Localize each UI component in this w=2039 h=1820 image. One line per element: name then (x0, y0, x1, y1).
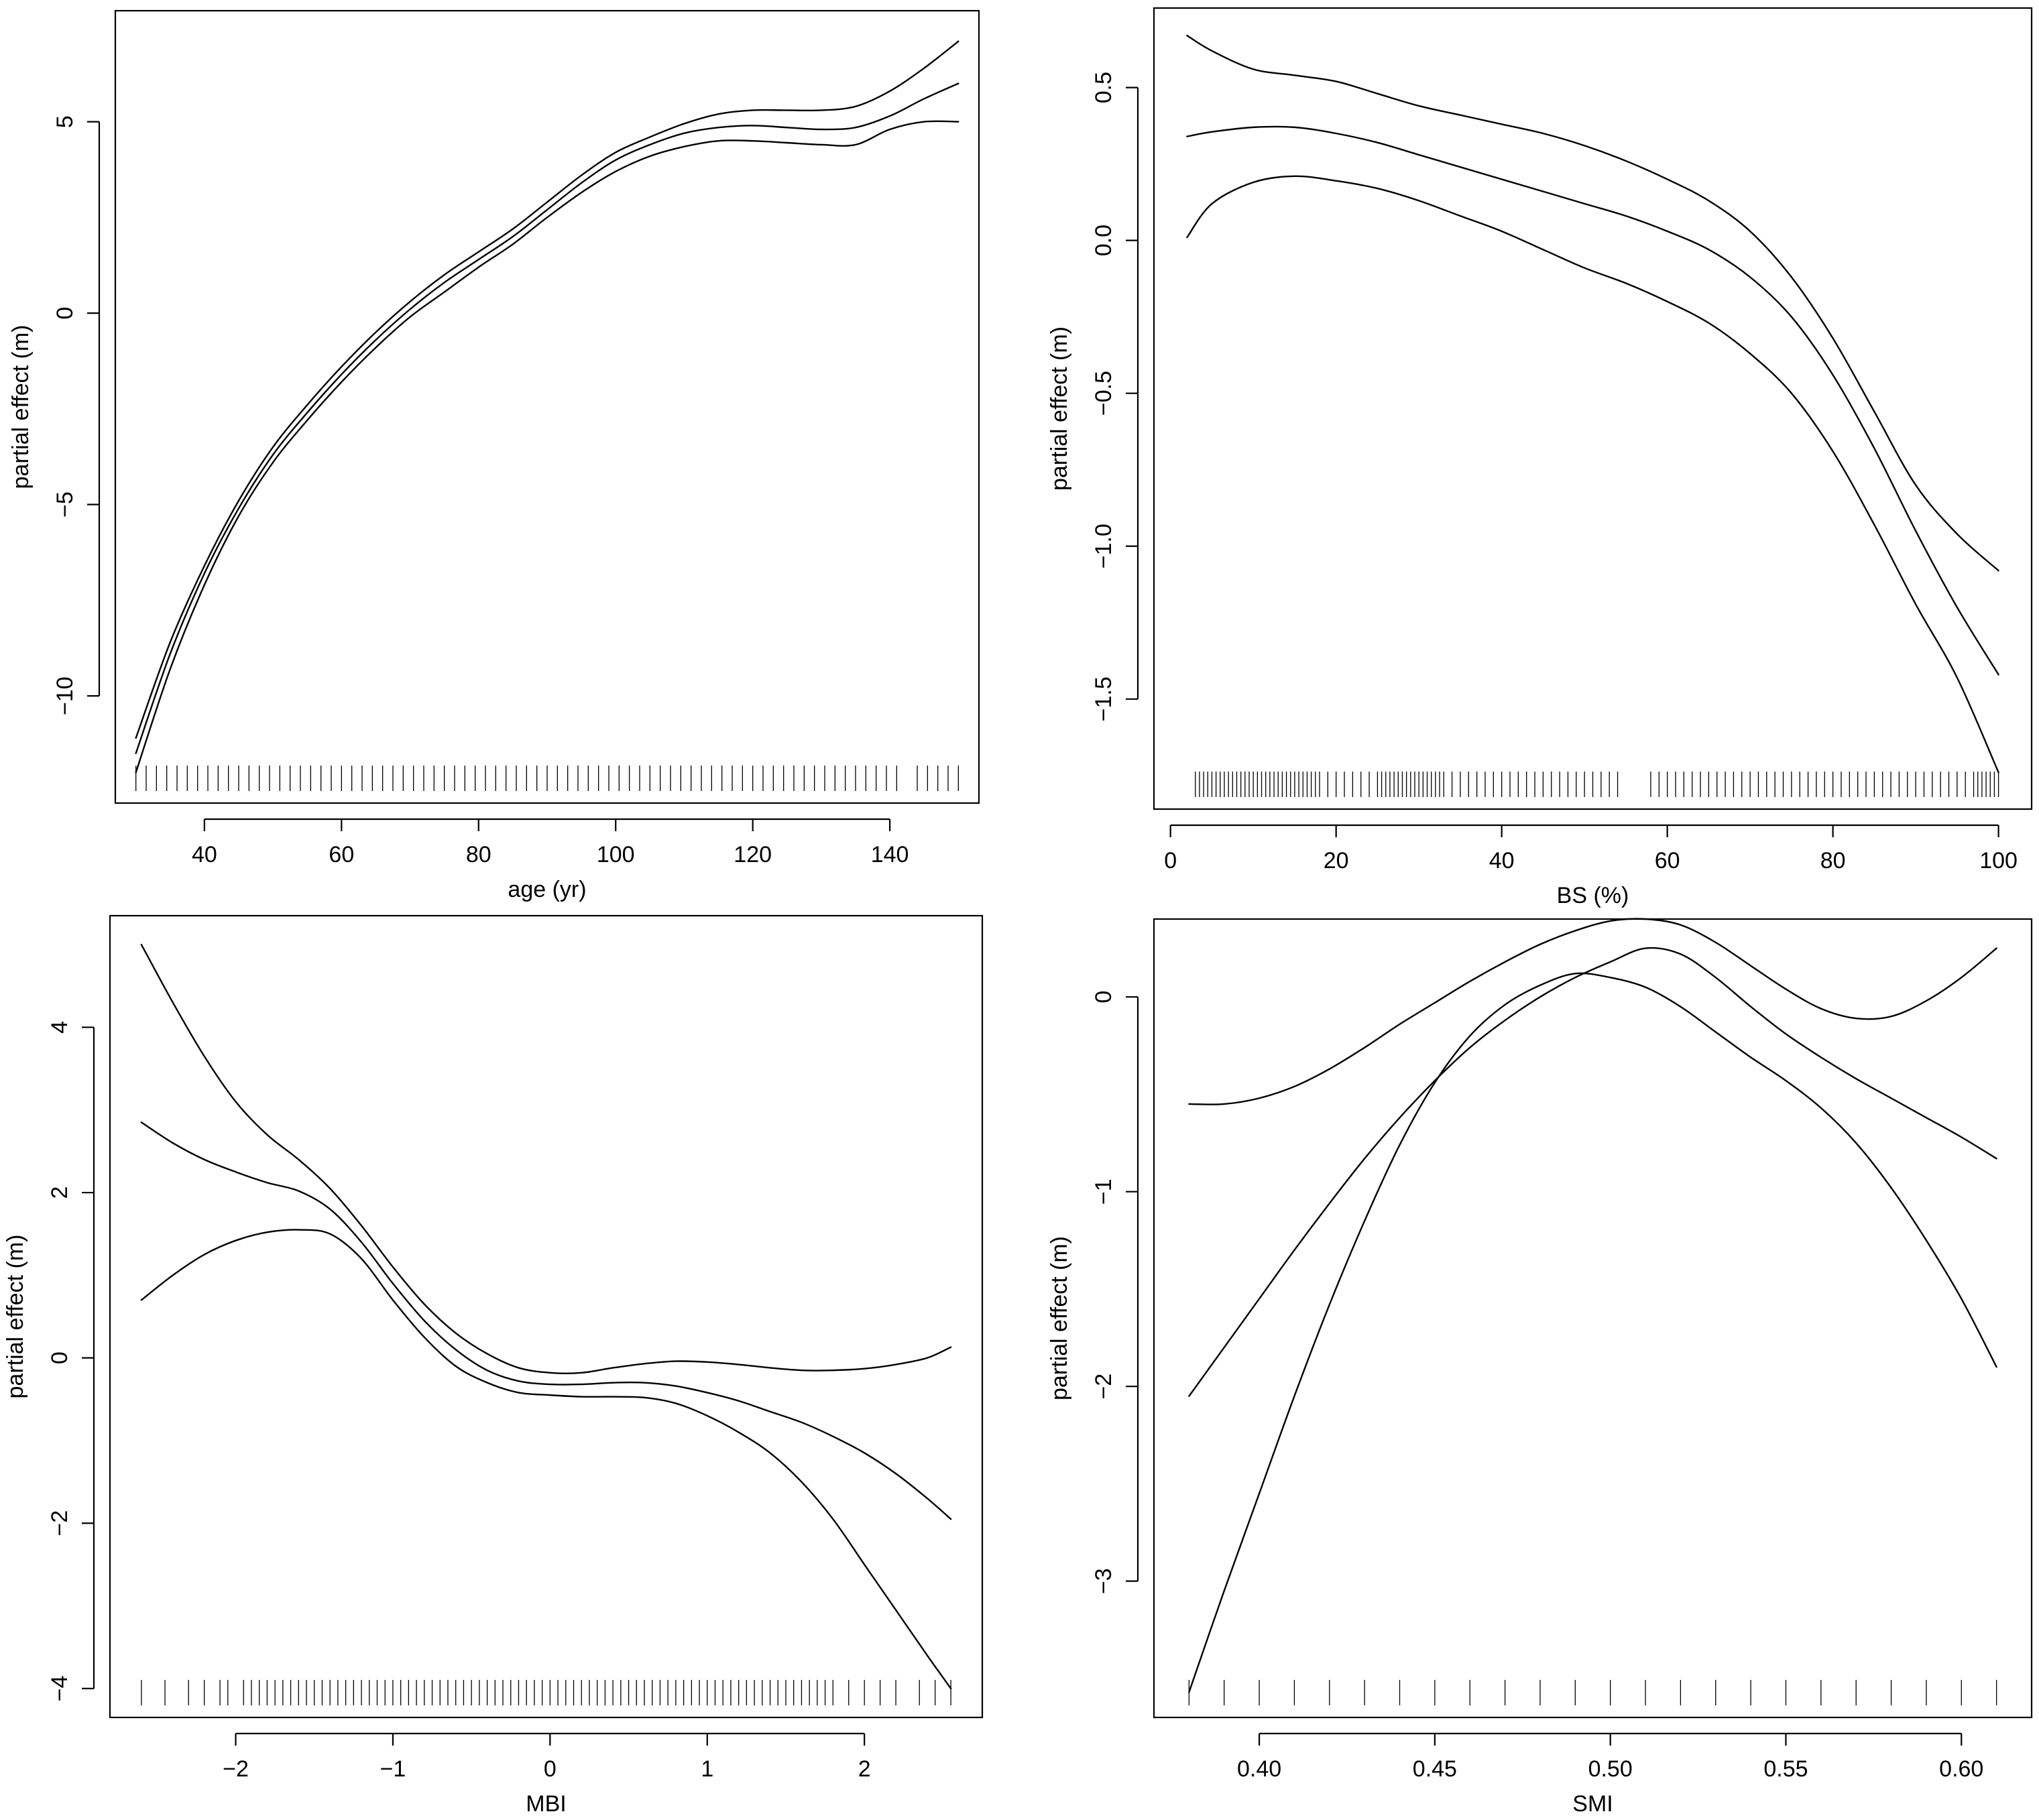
x-tick-label: 0.60 (1939, 1756, 1983, 1782)
x-tick-label: 120 (734, 842, 772, 867)
y-axis-label: partial effect (m) (1047, 326, 1072, 491)
x-tick-label: 0.55 (1763, 1756, 1808, 1782)
x-tick-label: 100 (1979, 848, 2018, 873)
y-tick-label: 0 (52, 307, 78, 320)
y-tick-label: 0 (47, 1351, 72, 1364)
y-tick-label: −1.0 (1091, 524, 1116, 568)
x-tick-label: 0 (1164, 848, 1177, 873)
y-tick-label: −2 (1091, 1374, 1116, 1400)
y-axis-label: partial effect (m) (1047, 1236, 1072, 1400)
y-tick-label: 0.0 (1091, 225, 1116, 256)
series-upper-line (135, 40, 959, 739)
series-estimate-line (1186, 125, 1999, 676)
x-tick-label: 60 (329, 842, 354, 867)
plot-frame (109, 914, 984, 1719)
x-tick-label: −2 (223, 1756, 249, 1782)
panel-2: 0 20 40 60 80 100 −1.5 −1.0 −0.5 0.0 0.5 BS (%) part… (1047, 7, 2033, 908)
series-estimate-line (140, 1121, 952, 1520)
x-axis-label: MBI (526, 1791, 566, 1817)
x-tick-label: 1 (701, 1756, 713, 1782)
y-tick-label: 2 (47, 1187, 72, 1199)
series-estimate-line (135, 82, 959, 754)
series-lower-line (1188, 972, 1997, 1693)
y-tick-label: −2 (47, 1510, 72, 1536)
x-tick-label: 140 (871, 842, 909, 867)
x-axis-label: SMI (1572, 1791, 1613, 1817)
series-lower-line (135, 120, 959, 774)
x-tick-label: 60 (1655, 848, 1680, 873)
y-tick-label: −4 (47, 1675, 72, 1701)
y-tick-label: 0 (1091, 991, 1116, 1004)
x-axis-label: age (yr) (508, 877, 586, 902)
x-tick-label: 2 (858, 1756, 871, 1782)
series-estimate-line (1188, 947, 1997, 1397)
x-tick-label: 80 (466, 842, 491, 867)
series-upper-line (140, 943, 952, 1374)
plot-frame (1153, 918, 2033, 1719)
y-tick-label: 4 (47, 1021, 72, 1034)
x-tick-label: −1 (380, 1756, 406, 1782)
y-tick-label: −5 (52, 491, 78, 518)
x-tick-label: 100 (597, 842, 635, 867)
series-upper-line (1188, 918, 1997, 1105)
y-tick-label: 5 (52, 115, 78, 128)
y-axis-label: partial effect (m) (8, 324, 34, 489)
plot-frame (1153, 7, 2033, 810)
x-tick-label: 40 (1489, 848, 1515, 873)
series-upper-line (1186, 34, 1999, 572)
x-tick-label: 80 (1820, 848, 1846, 873)
y-tick-label: −0.5 (1091, 371, 1116, 416)
panel-1: 40 60 80 100 120 140 −10 −5 0 5 age (yr) partial ef… (8, 9, 980, 902)
panel-3: −2 −1 0 1 2 −4 −2 0 2 4 MBI partial effect (m) (3, 914, 984, 1817)
panel-4: 0.40 0.45 0.50 0.55 0.60 −3 −2 −1 0 SMI partial ef… (1047, 918, 2033, 1817)
y-tick-label: −1 (1091, 1178, 1116, 1205)
x-axis-label: BS (%) (1557, 883, 1629, 908)
x-tick-label: 0.50 (1588, 1756, 1633, 1782)
y-tick-label: −3 (1091, 1568, 1116, 1594)
x-tick-label: 40 (192, 842, 217, 867)
y-tick-label: 0.5 (1091, 72, 1116, 103)
x-tick-label: 20 (1324, 848, 1349, 873)
y-tick-label: −1.5 (1091, 676, 1116, 721)
y-tick-label: −10 (52, 676, 78, 715)
x-tick-label: 0 (544, 1756, 557, 1782)
series-lower-line (1186, 175, 1999, 774)
y-axis-label: partial effect (m) (3, 1234, 28, 1398)
x-tick-label: 0.40 (1237, 1756, 1281, 1782)
series-lower-line (140, 1229, 952, 1690)
x-tick-label: 0.45 (1413, 1756, 1457, 1782)
plot-frame (114, 9, 980, 804)
